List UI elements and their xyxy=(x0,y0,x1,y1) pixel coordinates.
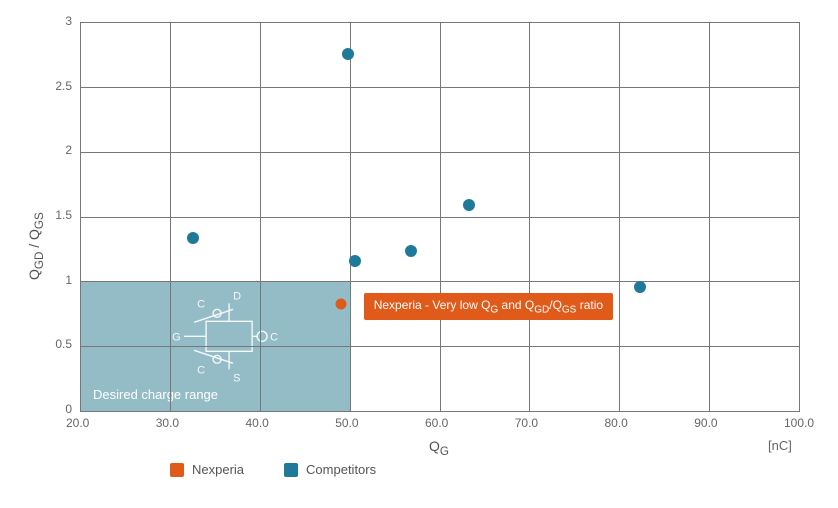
legend-label: Competitors xyxy=(306,462,376,477)
y-gridline xyxy=(81,217,799,218)
x-tick-label: 50.0 xyxy=(335,416,358,430)
x-tick-label: 80.0 xyxy=(605,416,628,430)
scatter-chart: Desired charge rangeDSGCCCNexperia - Ver… xyxy=(0,0,838,508)
svg-text:S: S xyxy=(233,372,240,384)
legend-item-competitors: Competitors xyxy=(284,462,376,477)
nexperia-point xyxy=(336,298,347,309)
y-tick-label: 0 xyxy=(65,402,72,416)
competitors-point xyxy=(405,245,417,257)
svg-text:C: C xyxy=(197,364,205,376)
y-tick-label: 3 xyxy=(65,14,72,28)
x-axis-title: QG xyxy=(429,438,449,458)
legend-swatch xyxy=(284,463,298,477)
legend-swatch xyxy=(170,463,184,477)
x-tick-label: 60.0 xyxy=(425,416,448,430)
plot-area: Desired charge rangeDSGCCCNexperia - Ver… xyxy=(80,22,800,412)
legend-item-nexperia: Nexperia xyxy=(170,462,244,477)
y-tick-label: 1.5 xyxy=(55,208,72,222)
svg-text:D: D xyxy=(233,290,241,302)
x-tick-label: 100.0 xyxy=(784,416,814,430)
x-tick-label: 30.0 xyxy=(156,416,179,430)
svg-text:C: C xyxy=(197,298,205,310)
x-tick-label: 70.0 xyxy=(515,416,538,430)
legend: Nexperia Competitors xyxy=(170,462,376,477)
x-tick-label: 20.0 xyxy=(66,416,89,430)
svg-text:C: C xyxy=(270,331,278,343)
y-axis-title: QGD / QGS xyxy=(26,212,46,280)
competitors-point xyxy=(634,281,646,293)
x-tick-label: 40.0 xyxy=(246,416,269,430)
y-gridline xyxy=(81,87,799,88)
competitors-point xyxy=(463,199,475,211)
x-axis-unit: [nC] xyxy=(768,438,792,453)
y-gridline xyxy=(81,281,799,282)
y-tick-label: 0.5 xyxy=(55,337,72,351)
y-gridline xyxy=(81,346,799,347)
y-tick-label: 2 xyxy=(65,143,72,157)
competitors-point xyxy=(342,48,354,60)
competitors-point xyxy=(187,232,199,244)
y-tick-label: 2.5 xyxy=(55,79,72,93)
svg-text:G: G xyxy=(172,331,181,343)
competitors-point xyxy=(349,255,361,267)
y-gridline xyxy=(81,152,799,153)
nexperia-callout: Nexperia - Very low QG and QGD/QGS ratio xyxy=(364,293,613,320)
legend-label: Nexperia xyxy=(192,462,244,477)
y-tick-label: 1 xyxy=(65,273,72,287)
x-tick-label: 90.0 xyxy=(694,416,717,430)
